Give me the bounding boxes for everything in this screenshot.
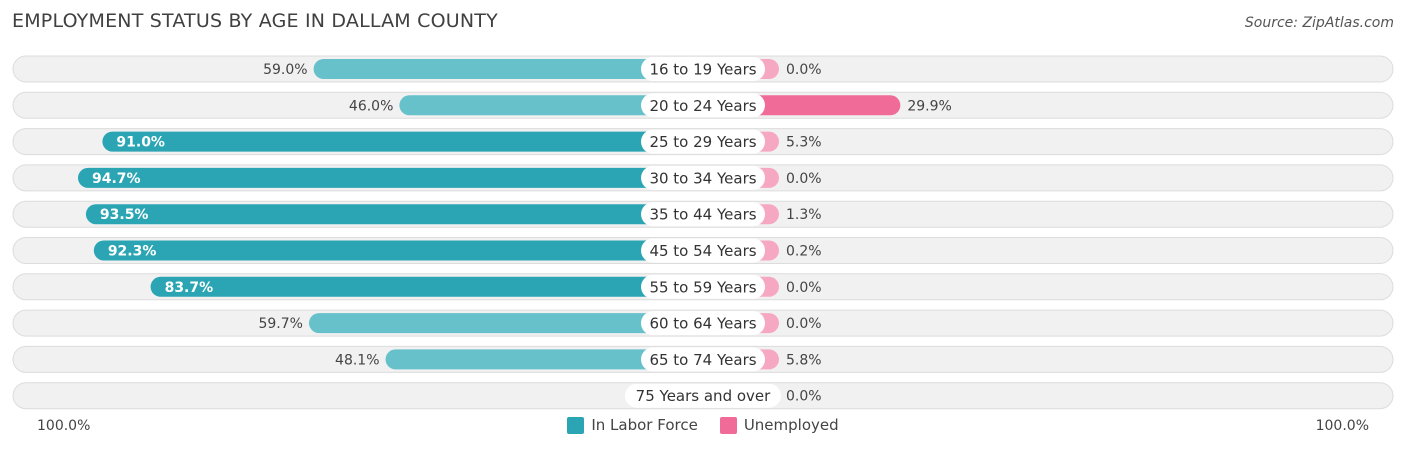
category-label-20-to-24-years: 20 to 24 Years — [649, 97, 756, 115]
labor-force-value-65-to-74-years: 48.1% — [335, 352, 379, 368]
category-pill-60-to-64-years — [641, 311, 765, 336]
chart-title: EMPLOYMENT STATUS BY AGE IN DALLAM COUNT… — [12, 10, 498, 32]
legend-item-unemployed: Unemployed — [719, 416, 839, 434]
labor-force-bar-25-to-29-years — [102, 131, 703, 152]
axis-left-label: 100.0% — [37, 418, 91, 434]
labor-force-value-45-to-54-years: 92.3% — [108, 244, 157, 260]
labor-force-bar-35-to-44-years — [85, 204, 703, 225]
category-label-55-to-59-years: 55 to 59 Years — [649, 278, 756, 296]
unemployed-value-65-to-74-years: 5.8% — [786, 352, 822, 368]
legend-label-labor-force: In Labor Force — [591, 416, 698, 434]
category-pill-20-to-24-years — [641, 93, 765, 118]
category-label-65-to-74-years: 65 to 74 Years — [649, 351, 756, 369]
legend: In Labor Force Unemployed — [0, 416, 1406, 434]
category-label-16-to-19-years: 16 to 19 Years — [649, 61, 756, 79]
unemployed-value-75-years-and-over: 0.0% — [786, 389, 822, 405]
legend-label-unemployed: Unemployed — [743, 416, 839, 434]
category-pill-30-to-34-years — [641, 165, 765, 190]
category-pill-55-to-59-years — [641, 274, 765, 299]
labor-force-value-25-to-29-years: 91.0% — [116, 135, 165, 151]
category-pill-45-to-54-years — [641, 238, 765, 263]
labor-force-bar-20-to-24-years — [399, 95, 703, 116]
labor-force-bar-65-to-74-years — [385, 349, 703, 370]
unemployed-value-20-to-24-years: 29.9% — [907, 98, 951, 114]
unemployed-value-30-to-34-years: 0.0% — [786, 171, 822, 187]
labor-force-value-60-to-64-years: 59.7% — [258, 316, 302, 332]
axis-right-label: 100.0% — [1315, 418, 1369, 434]
unemployed-value-60-to-64-years: 0.0% — [786, 316, 822, 332]
unemployed-value-16-to-19-years: 0.0% — [786, 62, 822, 78]
source-note: Source: ZipAtlas.com — [1244, 15, 1394, 31]
category-label-35-to-44-years: 35 to 44 Years — [649, 206, 756, 224]
category-pill-25-to-29-years — [641, 129, 765, 154]
unemployed-value-55-to-59-years: 0.0% — [786, 280, 822, 296]
category-pill-35-to-44-years — [641, 202, 765, 227]
category-pill-75-years-and-over — [625, 383, 781, 408]
legend-swatch-labor-force — [567, 416, 585, 434]
category-pill-65-to-74-years — [641, 347, 765, 372]
labor-force-bar-30-to-34-years — [77, 167, 704, 188]
unemployed-value-35-to-44-years: 1.3% — [786, 207, 822, 223]
legend-swatch-unemployed — [719, 416, 737, 434]
labor-force-value-16-to-19-years: 59.0% — [263, 62, 307, 78]
labor-force-bar-45-to-54-years — [93, 240, 703, 261]
labor-force-bar-16-to-19-years — [313, 59, 703, 79]
category-label-30-to-34-years: 30 to 34 Years — [649, 169, 756, 187]
labor-force-value-30-to-34-years: 94.7% — [92, 171, 141, 187]
category-pill-16-to-19-years — [641, 57, 765, 81]
unemployed-value-25-to-29-years: 5.3% — [786, 135, 822, 151]
category-label-75-years-and-over: 75 Years and over — [636, 387, 771, 405]
legend-item-labor-force: In Labor Force — [567, 416, 698, 434]
unemployed-value-45-to-54-years: 0.2% — [786, 244, 822, 260]
labor-force-bar-60-to-64-years — [308, 313, 703, 334]
labor-force-value-35-to-44-years: 93.5% — [100, 207, 149, 223]
labor-force-value-20-to-24-years: 46.0% — [349, 98, 393, 114]
category-label-60-to-64-years: 60 to 64 Years — [649, 315, 756, 333]
labor-force-bar-55-to-59-years — [150, 276, 703, 297]
category-label-25-to-29-years: 25 to 29 Years — [649, 133, 756, 151]
category-label-45-to-54-years: 45 to 54 Years — [649, 242, 756, 260]
labor-force-value-55-to-59-years: 83.7% — [165, 280, 214, 296]
